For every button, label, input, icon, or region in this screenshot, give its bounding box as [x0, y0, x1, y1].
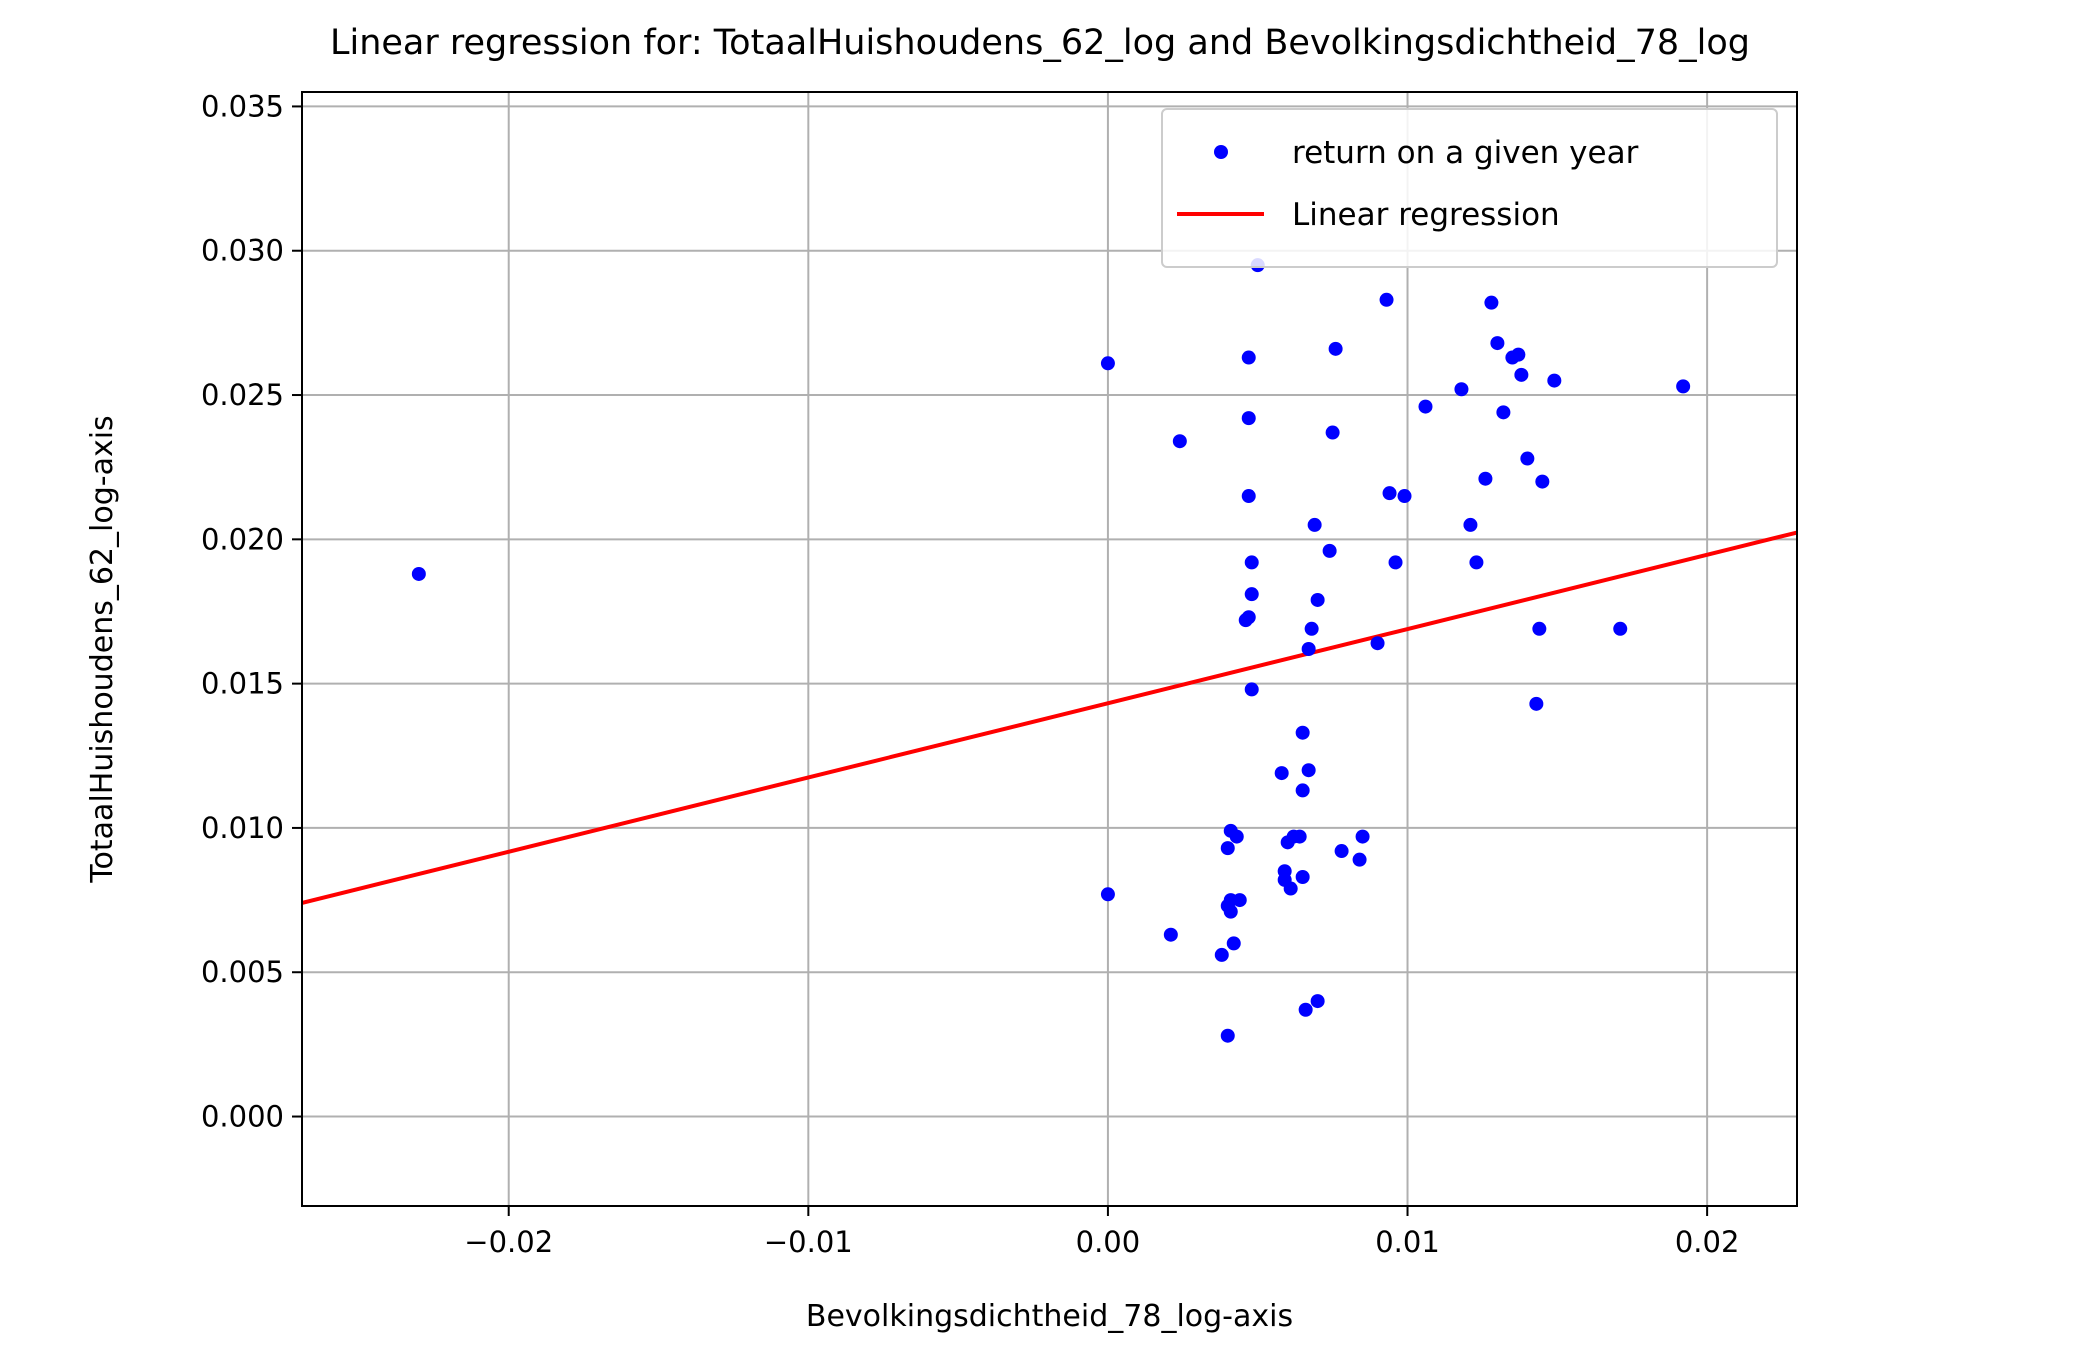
x-tick-label: −0.01: [764, 1225, 853, 1259]
scatter-point: [1520, 451, 1535, 466]
scatter-point: [1304, 621, 1319, 636]
scatter-point: [1496, 405, 1511, 420]
scatter-point: [1325, 425, 1340, 440]
legend-label-line: Linear regression: [1292, 197, 1560, 233]
scatter-point: [1397, 489, 1412, 504]
scatter-point: [1226, 936, 1241, 951]
scatter-point: [1490, 336, 1505, 351]
scatter-point: [1328, 341, 1343, 356]
scatter-point: [1484, 295, 1499, 310]
scatter-point: [1532, 621, 1547, 636]
scatter-point: [1379, 292, 1394, 307]
legend-marker-scatter: [1214, 145, 1228, 159]
scatter-point: [411, 566, 426, 581]
scatter-point: [1214, 947, 1229, 962]
scatter-point: [1535, 474, 1550, 489]
scatter-point: [1547, 373, 1562, 388]
scatter-point: [1307, 517, 1322, 532]
scatter-point: [1454, 382, 1469, 397]
scatter-point: [1370, 636, 1385, 651]
scatter-points: [411, 258, 1691, 1043]
scatter-point: [1613, 621, 1628, 636]
x-axis-ticks: −0.02 −0.01 0.00 0.01 0.02: [464, 1206, 1739, 1259]
legend: return on a given year Linear regression: [1161, 108, 1778, 268]
x-axis-label: Bevolkingsdichtheid_78_log-axis: [806, 1299, 1293, 1334]
regression-line-group: [302, 530, 1797, 905]
scatter-point: [1220, 841, 1235, 856]
scatter-point: [1334, 844, 1349, 859]
scatter-point: [1244, 682, 1259, 697]
scatter-point: [1283, 881, 1298, 896]
y-tick-label: 0.000: [201, 1100, 284, 1134]
scatter-point: [1382, 486, 1397, 501]
scatter-point: [1100, 887, 1115, 902]
grid: [302, 92, 1797, 1206]
scatter-point: [1223, 904, 1238, 919]
x-tick-label: 0.01: [1375, 1225, 1440, 1259]
y-tick-label: 0.030: [201, 234, 284, 268]
scatter-point: [1172, 434, 1187, 449]
scatter-point: [1676, 379, 1691, 394]
legend-box: [1161, 108, 1778, 268]
scatter-point: [1100, 356, 1115, 371]
legend-label-scatter: return on a given year: [1292, 135, 1639, 171]
scatter-point: [1388, 555, 1403, 570]
scatter-point: [1241, 350, 1256, 365]
scatter-point: [1478, 471, 1493, 486]
scatter-point: [1295, 869, 1310, 884]
scatter-point: [1514, 367, 1529, 382]
scatter-point: [1241, 411, 1256, 426]
scatter-point: [1355, 829, 1370, 844]
y-tick-label: 0.025: [201, 378, 284, 412]
scatter-point: [1292, 829, 1307, 844]
x-tick-label: 0.00: [1076, 1225, 1141, 1259]
scatter-point: [1463, 517, 1478, 532]
y-tick-label: 0.020: [201, 522, 284, 556]
scatter-point: [1220, 1028, 1235, 1043]
y-tick-label: 0.035: [201, 89, 284, 123]
chart-title: Linear regression for: TotaalHuishoudens…: [330, 23, 1750, 63]
y-tick-label: 0.010: [201, 811, 284, 845]
scatter-point: [1511, 347, 1526, 362]
scatter-point: [1295, 725, 1310, 740]
scatter-point: [1241, 610, 1256, 625]
scatter-point: [1322, 543, 1337, 558]
scatter-point: [1301, 642, 1316, 656]
y-axis-label: TotaalHuishoudens_62_log-axis: [85, 415, 120, 883]
plot-area: [302, 92, 1797, 1206]
scatter-point: [1244, 587, 1259, 602]
regression-line: [302, 530, 1797, 905]
scatter-point: [1295, 783, 1310, 798]
scatter-point: [1274, 766, 1289, 781]
y-tick-label: 0.015: [201, 667, 284, 701]
scatter-point: [1469, 555, 1484, 570]
y-tick-label: 0.005: [201, 955, 284, 989]
scatter-point: [1244, 555, 1259, 570]
x-tick-label: 0.02: [1675, 1225, 1740, 1259]
scatter-point: [1298, 1002, 1313, 1017]
scatter-point: [1301, 763, 1316, 778]
y-axis-ticks: 0.000 0.005 0.010 0.015 0.020 0.025 0.030 0.035: [201, 89, 302, 1134]
scatter-point: [1310, 994, 1325, 1009]
scatter-point: [1232, 893, 1247, 908]
plot-frame: [301, 91, 1798, 1207]
scatter-point: [1352, 852, 1367, 867]
scatter-point: [1163, 927, 1178, 942]
scatter-point: [1229, 829, 1244, 844]
scatter-point: [1310, 592, 1325, 607]
scatter-point: [1418, 399, 1433, 414]
scatter-point: [1529, 696, 1544, 711]
scatter-point: [1241, 489, 1256, 504]
x-tick-label: −0.02: [464, 1225, 553, 1259]
plot-content: [302, 258, 1797, 1043]
